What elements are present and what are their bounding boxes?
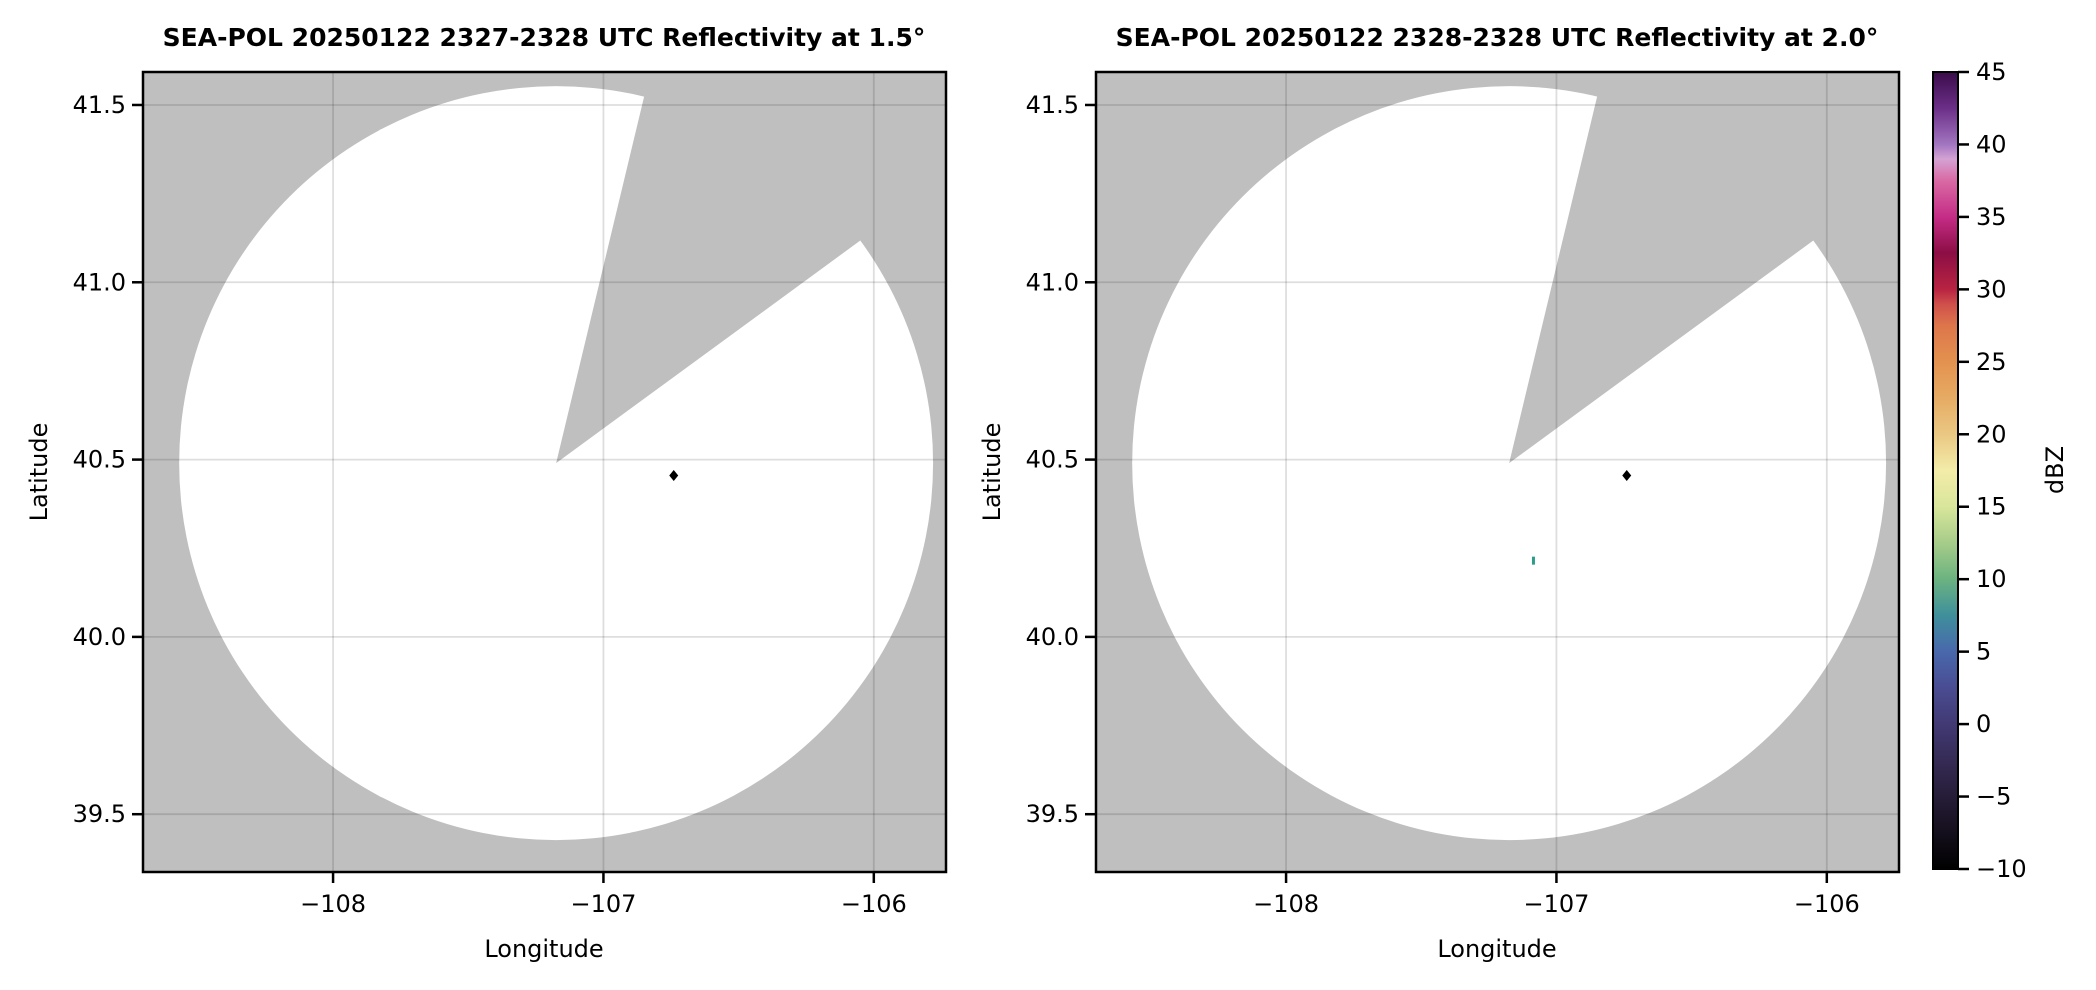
y-tick-label: 40.5 <box>1026 446 1079 474</box>
colorbar-tick-label: 15 <box>1976 493 2007 521</box>
y-tick-label: 41.0 <box>73 268 126 296</box>
left-yaxis-label: Latitude <box>25 423 53 522</box>
x-tick-label: −108 <box>300 890 366 918</box>
plot-area-panel-0 <box>143 72 946 872</box>
colorbar-tick-label: 0 <box>1976 710 1991 738</box>
colorbar-tick-label: −10 <box>1976 855 2027 883</box>
y-tick-label: 41.5 <box>73 91 126 119</box>
y-tick-label: 39.5 <box>1026 800 1079 828</box>
missing-data-wedge <box>556 72 946 464</box>
colorbar-tick-label: 30 <box>1976 275 2007 303</box>
colorbar-tick-label: 10 <box>1976 565 2007 593</box>
left-plot-title: SEA-POL 20250122 2327-2328 UTC Reflectiv… <box>163 23 926 52</box>
colorbar-tick-label: 35 <box>1976 203 2007 231</box>
colorbar-swatch <box>1933 72 1958 869</box>
y-tick-label: 41.5 <box>1026 91 1079 119</box>
missing-data-wedge <box>1509 72 1899 464</box>
y-tick-label: 40.0 <box>73 623 126 651</box>
right-plot-title: SEA-POL 20250122 2328-2328 UTC Reflectiv… <box>1116 23 1879 52</box>
x-tick-label: −108 <box>1253 890 1319 918</box>
colorbar-tick-label: 25 <box>1976 348 2007 376</box>
reflectivity-echo <box>1531 556 1535 565</box>
y-tick-label: 40.0 <box>1026 623 1079 651</box>
colorbar-frame <box>1932 71 1959 870</box>
y-tick-label: 40.5 <box>73 446 126 474</box>
colorbar-label: dBZ <box>2041 446 2069 494</box>
colorbar-tick-label: −5 <box>1976 783 2011 811</box>
colorbar-tick-label: 40 <box>1976 130 2007 158</box>
x-tick-label: −106 <box>841 890 907 918</box>
colorbar-tick-label: 5 <box>1976 638 1991 666</box>
x-tick-label: −106 <box>1794 890 1860 918</box>
plot-frame <box>1094 70 1901 874</box>
right-xaxis-label: Longitude <box>1437 935 1556 963</box>
diamond-marker <box>1622 470 1632 482</box>
colorbar-tick-label: 20 <box>1976 420 2007 448</box>
diamond-marker <box>669 470 679 482</box>
left-xaxis-label: Longitude <box>484 935 603 963</box>
y-tick-label: 41.0 <box>1026 268 1079 296</box>
colorbar-tick-label: 45 <box>1976 58 2007 86</box>
right-yaxis-label: Latitude <box>978 423 1006 522</box>
y-tick-label: 39.5 <box>73 800 126 828</box>
plot-frame <box>141 70 948 874</box>
x-tick-label: −107 <box>1523 890 1589 918</box>
x-tick-label: −107 <box>570 890 636 918</box>
plot-area-panel-1 <box>1096 72 1899 872</box>
